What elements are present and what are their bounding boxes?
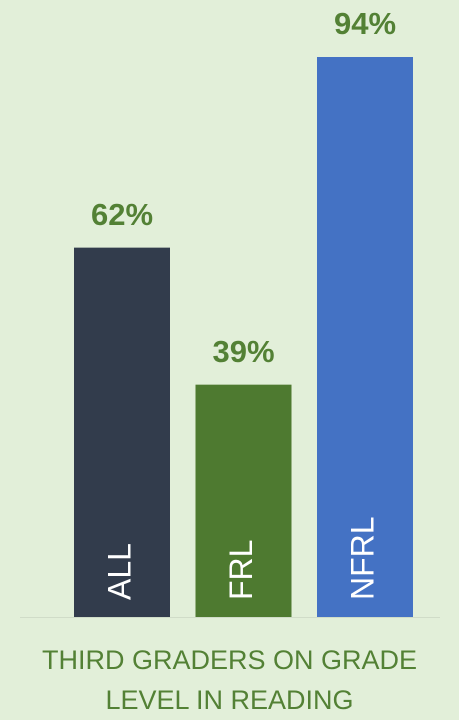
value-label: 62% xyxy=(91,197,153,232)
chart: 62% ALL 39% FRL 94% NFRL xyxy=(20,6,440,618)
chart-title: THIRD GRADERS ON GRADE LEVEL IN READING xyxy=(41,645,418,715)
bar xyxy=(195,384,292,617)
category-label: FRL xyxy=(223,540,259,600)
category-label: NFRL xyxy=(344,516,380,600)
bar xyxy=(317,57,413,617)
value-label: 39% xyxy=(212,334,274,369)
value-label: 94% xyxy=(334,6,396,41)
category-label: ALL xyxy=(101,543,137,600)
bar xyxy=(74,247,170,617)
